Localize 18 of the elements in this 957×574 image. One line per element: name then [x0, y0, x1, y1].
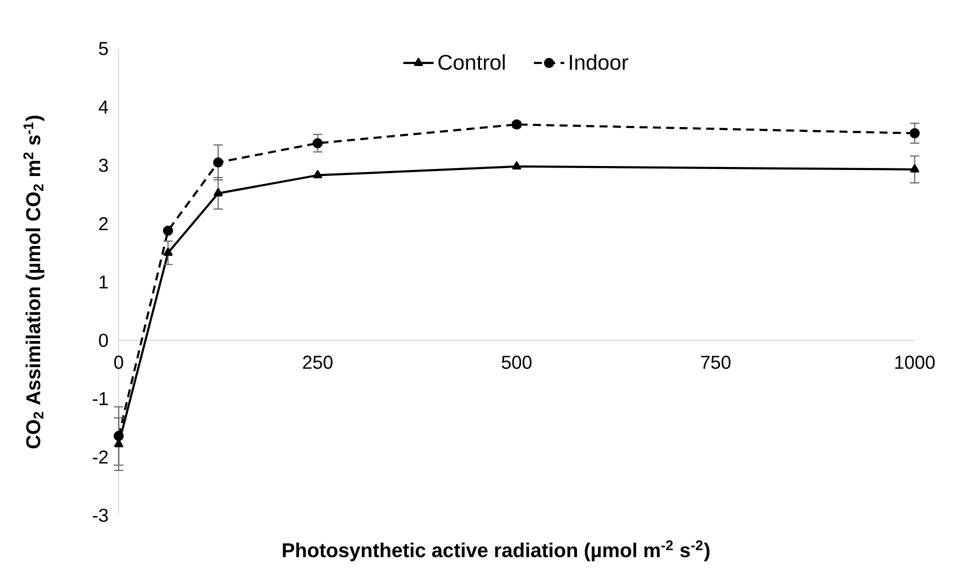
y-tick-label: 4 — [98, 100, 108, 114]
legend-label: Indoor — [570, 54, 628, 70]
y-tick-label: 0 — [98, 334, 108, 347]
x-tick-label: 250 — [303, 356, 333, 369]
x-tick-label: 1000 — [895, 356, 935, 369]
y-tick-label: -1 — [92, 392, 108, 406]
y-tick-label: 2 — [99, 217, 108, 230]
x-tick-label: 750 — [701, 356, 731, 369]
x-axis-title: Photosynthetic active radiation (µmol m$^{-2}$ s$^{-2}$) — [282, 540, 710, 562]
text: CO$_{2}$ Assimilation (µmol CO$_{2}$ m$^{2}$ s$^{-1}$) — [23, 116, 44, 448]
y-tick-label: 3 — [98, 158, 108, 172]
y-tick-label: 1 — [100, 276, 108, 288]
y-tick-label: -2 — [92, 450, 108, 464]
y-tick-label: 5 — [99, 42, 108, 56]
x-tick-label: 500 — [502, 356, 532, 369]
x-tick-label: 0 — [114, 356, 124, 369]
legend-label: Control — [438, 54, 505, 70]
y-tick-label: -3 — [92, 508, 108, 522]
